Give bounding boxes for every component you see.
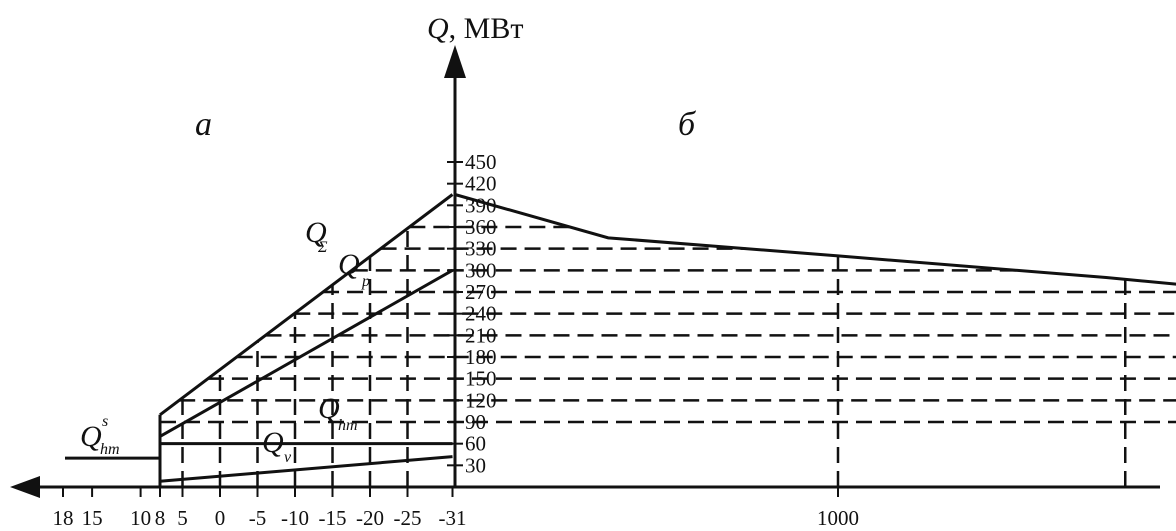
curve-label-qhm: Q [318,392,340,425]
curve-label-sub-qv: v [284,449,292,466]
x-tick-label-t-10: 10 [130,506,151,530]
panel-label-b: б [678,106,697,143]
x-axis-arrow-left [10,476,40,498]
x-tick-label-t-8: 8 [155,506,166,530]
curve-label-q: Q [305,216,327,249]
y-axis-title: Q, МВт [427,12,523,45]
y-tick-label-390: 390 [465,193,497,217]
duration-curve [454,193,1176,286]
x-tick-label-t--25: -25 [394,506,422,530]
x-tick-label-t--20: -20 [356,506,384,530]
y-tick-label-120: 120 [465,388,497,412]
curve-label-qhms: Q [80,420,102,453]
y-tick-label-300: 300 [465,258,497,282]
curve-label-sub-qp: p [361,273,370,290]
y-tick-label-450: 450 [465,150,497,174]
load-curves [65,193,1176,487]
x-tick-label-t-0: 0 [215,506,226,530]
panel-label-a: а [195,106,212,143]
y-tick-label-240: 240 [465,302,497,326]
x-tick-label-t--10: -10 [281,506,309,530]
series-line-q [159,193,454,416]
y-tick-label-60: 60 [465,432,486,456]
x-tick-label-t-5: 5 [177,506,188,530]
y-axis-arrow-up [444,45,466,78]
y-tick-label-420: 420 [465,172,497,196]
x-tick-label-t--15: -15 [319,506,347,530]
axes [10,45,1160,498]
curve-label-sub-q: Σ [317,239,328,256]
series-line-qp [159,269,454,438]
y-tick-label-180: 180 [465,345,497,369]
x-tick-label-t-15: 15 [82,506,103,530]
y-axis-unit: , МВт [449,12,524,45]
y-tick-label-90: 90 [465,410,486,434]
curve-label-sub-qhm: hm [338,417,358,434]
y-tick-label-30: 30 [465,453,486,477]
dashed-gridlines [160,225,1176,487]
y-axis-symbol: Q [427,12,449,45]
curve-label-sup-qhms: s [102,413,108,430]
curve-label-qp: Q [338,248,360,281]
x-tick-label-h-1000: 1000 [817,506,859,530]
x-tick-label-t--5: -5 [249,506,267,530]
x-tick-label-t--31: -31 [439,506,467,530]
y-tick-label-270: 270 [465,280,497,304]
curve-label-sub-qhms: hm [100,441,120,458]
y-tick-label-360: 360 [465,215,497,239]
curve-label-qv: Q [262,426,284,459]
series-line-qv [159,455,453,483]
y-tick-label-330: 330 [465,237,497,261]
x-tick-label-t-18: 18 [53,506,74,530]
y-tick-label-210: 210 [465,323,497,347]
chart-labels: 3060901201501802102402703003303603904204… [53,12,860,530]
y-tick-label-150: 150 [465,367,497,391]
